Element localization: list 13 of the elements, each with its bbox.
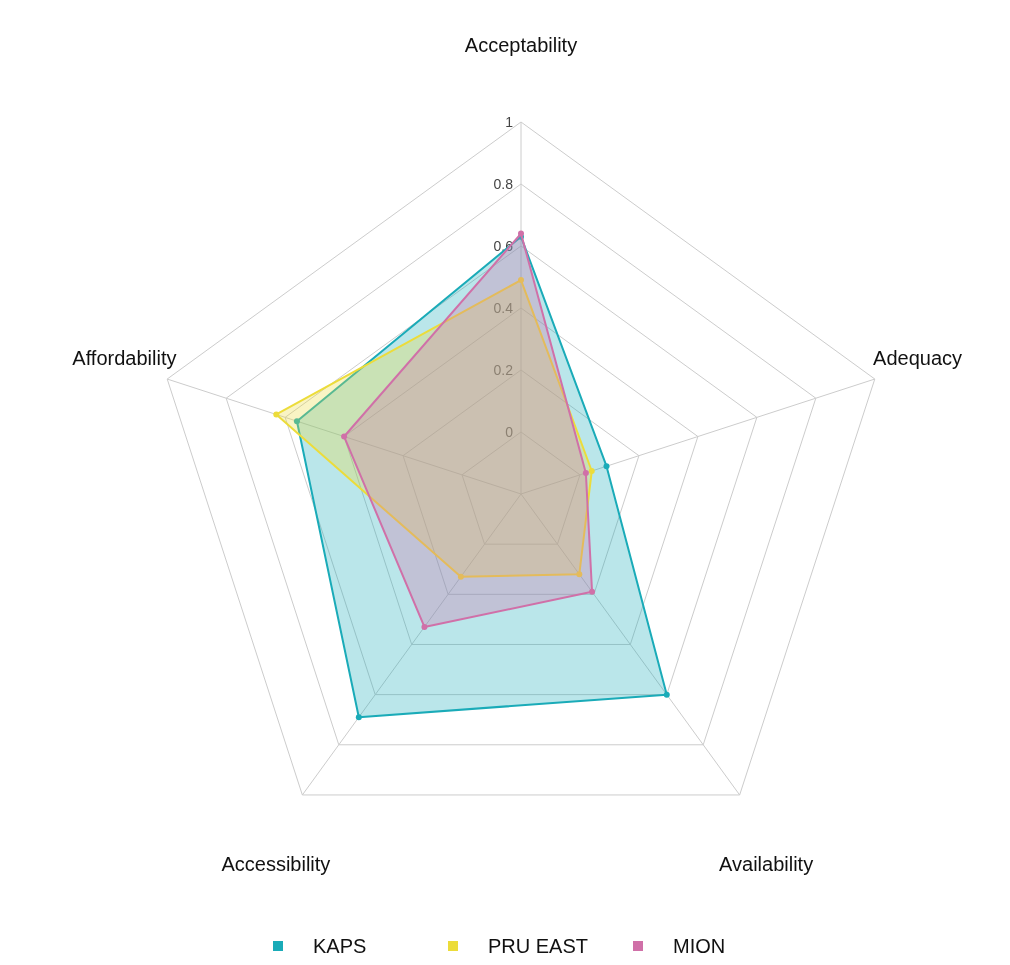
- spoke-label: Acceptability: [464, 34, 578, 56]
- y-tick-label: 0.4: [493, 300, 514, 316]
- y-tick-label: 0: [505, 424, 514, 440]
- y-tick-label: 0.2: [493, 362, 514, 378]
- y-tick-label: 0.8: [493, 176, 514, 192]
- legend-label: KAPS: [313, 935, 367, 957]
- spoke-label: Accessibility: [221, 853, 331, 876]
- spoke-label: Availability: [719, 853, 814, 876]
- spoke-label: Adequacy: [873, 347, 963, 370]
- spoke-label: Affordability: [72, 347, 177, 370]
- y-tick-label: 1: [505, 114, 514, 130]
- legend-label: PRU EAST: [488, 935, 589, 957]
- legend-label: MION: [673, 935, 726, 957]
